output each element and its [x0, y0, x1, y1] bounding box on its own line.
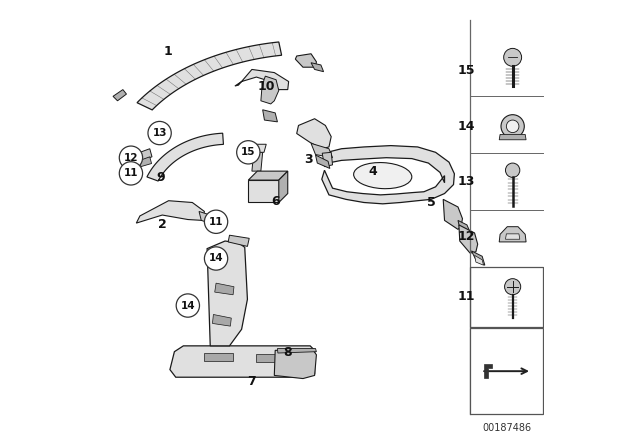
Circle shape	[119, 146, 143, 169]
Circle shape	[506, 120, 519, 133]
Text: 2: 2	[158, 217, 166, 231]
Polygon shape	[170, 346, 315, 377]
Circle shape	[148, 121, 172, 145]
Circle shape	[204, 247, 228, 270]
Circle shape	[501, 115, 524, 138]
Text: 6: 6	[271, 195, 280, 208]
Circle shape	[504, 48, 522, 66]
Ellipse shape	[354, 163, 412, 189]
Circle shape	[176, 294, 200, 317]
Polygon shape	[499, 227, 526, 242]
Text: 15: 15	[241, 147, 255, 157]
Text: 11: 11	[458, 290, 475, 303]
Polygon shape	[311, 143, 333, 158]
Text: 12: 12	[458, 230, 475, 243]
Polygon shape	[311, 63, 324, 72]
Polygon shape	[316, 155, 330, 168]
Polygon shape	[204, 353, 233, 361]
Polygon shape	[458, 220, 472, 242]
Text: 5: 5	[427, 196, 435, 209]
Text: 14: 14	[458, 120, 475, 133]
Polygon shape	[248, 171, 288, 180]
Text: 8: 8	[284, 346, 292, 359]
Polygon shape	[136, 201, 204, 223]
Circle shape	[119, 162, 143, 185]
Bar	[470, 328, 543, 414]
Text: 15: 15	[458, 64, 475, 78]
Polygon shape	[279, 171, 288, 202]
Polygon shape	[248, 180, 279, 202]
Polygon shape	[215, 283, 234, 295]
Polygon shape	[235, 69, 289, 90]
Polygon shape	[199, 211, 212, 224]
Text: 7: 7	[248, 375, 256, 388]
Circle shape	[237, 141, 260, 164]
Polygon shape	[228, 235, 249, 246]
Polygon shape	[443, 199, 463, 229]
Text: 9: 9	[157, 171, 165, 185]
Polygon shape	[113, 90, 127, 101]
Text: 14: 14	[209, 254, 223, 263]
Polygon shape	[261, 76, 279, 104]
Text: 4: 4	[369, 164, 377, 178]
Text: 11: 11	[209, 217, 223, 227]
Polygon shape	[472, 251, 485, 265]
Polygon shape	[140, 149, 152, 160]
Text: 13: 13	[458, 175, 475, 188]
Text: 3: 3	[305, 153, 313, 167]
Text: 14: 14	[180, 301, 195, 310]
Polygon shape	[248, 144, 266, 152]
Polygon shape	[262, 110, 278, 122]
Circle shape	[506, 163, 520, 177]
Text: 10: 10	[257, 79, 275, 93]
Polygon shape	[296, 54, 316, 67]
Polygon shape	[252, 152, 262, 171]
Circle shape	[204, 210, 228, 233]
Polygon shape	[323, 152, 333, 167]
Polygon shape	[140, 157, 152, 167]
Polygon shape	[137, 42, 282, 110]
Polygon shape	[278, 349, 316, 353]
Polygon shape	[257, 354, 288, 362]
Text: 12: 12	[124, 153, 138, 163]
Polygon shape	[275, 350, 316, 379]
Text: 00187486: 00187486	[482, 423, 531, 433]
Polygon shape	[207, 241, 248, 346]
Text: 11: 11	[124, 168, 138, 178]
Polygon shape	[475, 255, 484, 265]
Polygon shape	[506, 234, 520, 239]
Bar	[470, 267, 543, 327]
Polygon shape	[322, 146, 454, 204]
Text: 1: 1	[163, 45, 172, 58]
Polygon shape	[212, 314, 231, 326]
Circle shape	[504, 279, 521, 295]
Polygon shape	[484, 365, 492, 378]
Polygon shape	[147, 133, 223, 181]
Text: 13: 13	[152, 128, 167, 138]
Polygon shape	[459, 225, 477, 253]
Polygon shape	[499, 134, 526, 140]
Polygon shape	[297, 119, 332, 149]
